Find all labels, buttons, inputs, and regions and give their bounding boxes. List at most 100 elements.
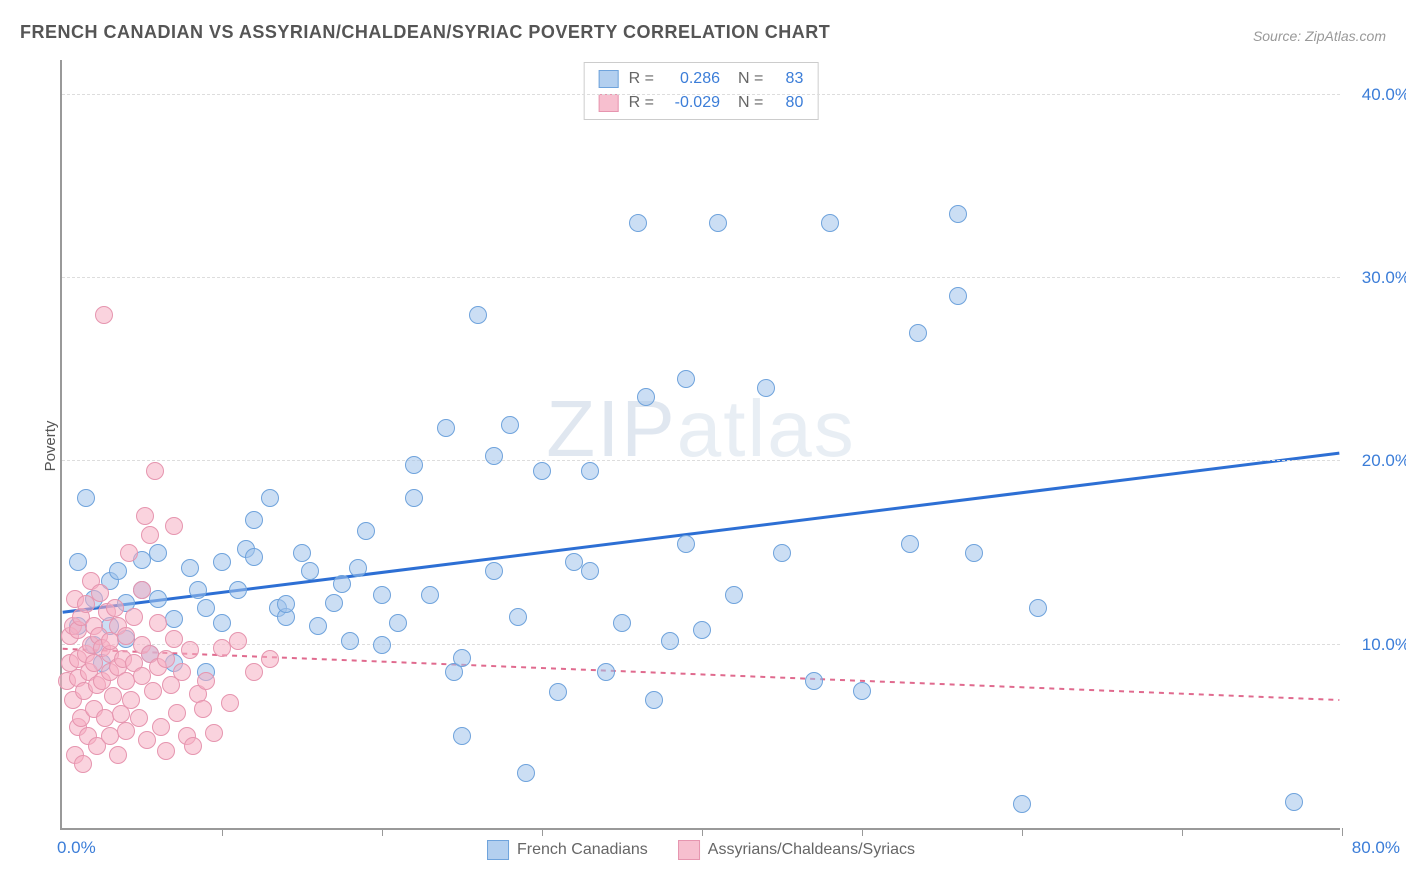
data-point	[757, 379, 775, 397]
data-point	[581, 562, 599, 580]
data-point	[261, 489, 279, 507]
data-point	[122, 691, 140, 709]
data-point	[437, 419, 455, 437]
x-tick	[542, 828, 543, 836]
data-point	[965, 544, 983, 562]
data-point	[157, 742, 175, 760]
data-point	[168, 704, 186, 722]
data-point	[152, 718, 170, 736]
data-point	[373, 586, 391, 604]
data-point	[173, 663, 191, 681]
data-point	[213, 553, 231, 571]
legend-row-blue: R = 0.286 N = 83	[599, 67, 804, 91]
data-point	[165, 630, 183, 648]
data-point	[453, 649, 471, 667]
y-tick-label: 10.0%	[1350, 635, 1406, 655]
data-point	[309, 617, 327, 635]
data-point	[325, 594, 343, 612]
data-point	[485, 447, 503, 465]
plot-area: ZIPatlas R = 0.286 N = 83 R = -0.029 N =…	[60, 60, 1340, 830]
gridline	[62, 94, 1340, 95]
data-point	[130, 709, 148, 727]
data-point	[245, 548, 263, 566]
data-point	[949, 205, 967, 223]
data-point	[1285, 793, 1303, 811]
data-point	[613, 614, 631, 632]
data-point	[341, 632, 359, 650]
x-tick	[1342, 828, 1343, 836]
bottom-legend: French Canadians Assyrians/Chaldeans/Syr…	[487, 840, 915, 860]
data-point	[165, 610, 183, 628]
data-point	[301, 562, 319, 580]
data-point	[373, 636, 391, 654]
data-point	[517, 764, 535, 782]
data-point	[349, 559, 367, 577]
data-point	[181, 641, 199, 659]
source-label: Source: ZipAtlas.com	[1253, 28, 1386, 44]
data-point	[405, 456, 423, 474]
gridline	[62, 460, 1340, 461]
data-point	[453, 727, 471, 745]
x-tick	[702, 828, 703, 836]
data-point	[133, 581, 151, 599]
data-point	[597, 663, 615, 681]
data-point	[261, 650, 279, 668]
data-point	[693, 621, 711, 639]
data-point	[709, 214, 727, 232]
r-value-blue: 0.286	[664, 67, 720, 91]
data-point	[229, 632, 247, 650]
data-point	[194, 700, 212, 718]
data-point	[149, 590, 167, 608]
data-point	[405, 489, 423, 507]
data-point	[184, 737, 202, 755]
x-tick	[1022, 828, 1023, 836]
legend-item-pink: Assyrians/Chaldeans/Syriacs	[678, 840, 915, 860]
data-point	[149, 614, 167, 632]
data-point	[533, 462, 551, 480]
data-point	[581, 462, 599, 480]
data-point	[109, 746, 127, 764]
x-tick	[1182, 828, 1183, 836]
data-point	[637, 388, 655, 406]
data-point	[549, 683, 567, 701]
y-axis-label: Poverty	[42, 421, 59, 472]
data-point	[106, 599, 124, 617]
swatch-blue-icon	[599, 70, 619, 88]
data-point	[77, 489, 95, 507]
data-point	[157, 650, 175, 668]
data-point	[109, 562, 127, 580]
data-point	[501, 416, 519, 434]
data-point	[141, 526, 159, 544]
data-point	[1029, 599, 1047, 617]
data-point	[389, 614, 407, 632]
trendlines	[62, 60, 1340, 828]
data-point	[645, 691, 663, 709]
data-point	[144, 682, 162, 700]
data-point	[197, 672, 215, 690]
chart-title: FRENCH CANADIAN VS ASSYRIAN/CHALDEAN/SYR…	[20, 22, 830, 43]
data-point	[357, 522, 375, 540]
data-point	[69, 553, 87, 571]
correlation-legend: R = 0.286 N = 83 R = -0.029 N = 80	[584, 62, 819, 120]
data-point	[120, 544, 138, 562]
data-point	[677, 535, 695, 553]
data-point	[197, 599, 215, 617]
data-point	[949, 287, 967, 305]
data-point	[629, 214, 647, 232]
data-point	[104, 687, 122, 705]
data-point	[221, 694, 239, 712]
data-point	[469, 306, 487, 324]
data-point	[125, 608, 143, 626]
data-point	[1013, 795, 1031, 813]
x-max-label: 80.0%	[1352, 838, 1400, 858]
data-point	[245, 511, 263, 529]
data-point	[333, 575, 351, 593]
data-point	[909, 324, 927, 342]
x-tick	[382, 828, 383, 836]
data-point	[293, 544, 311, 562]
data-point	[213, 614, 231, 632]
y-tick-label: 30.0%	[1350, 268, 1406, 288]
data-point	[138, 731, 156, 749]
y-tick-label: 20.0%	[1350, 451, 1406, 471]
data-point	[277, 595, 295, 613]
